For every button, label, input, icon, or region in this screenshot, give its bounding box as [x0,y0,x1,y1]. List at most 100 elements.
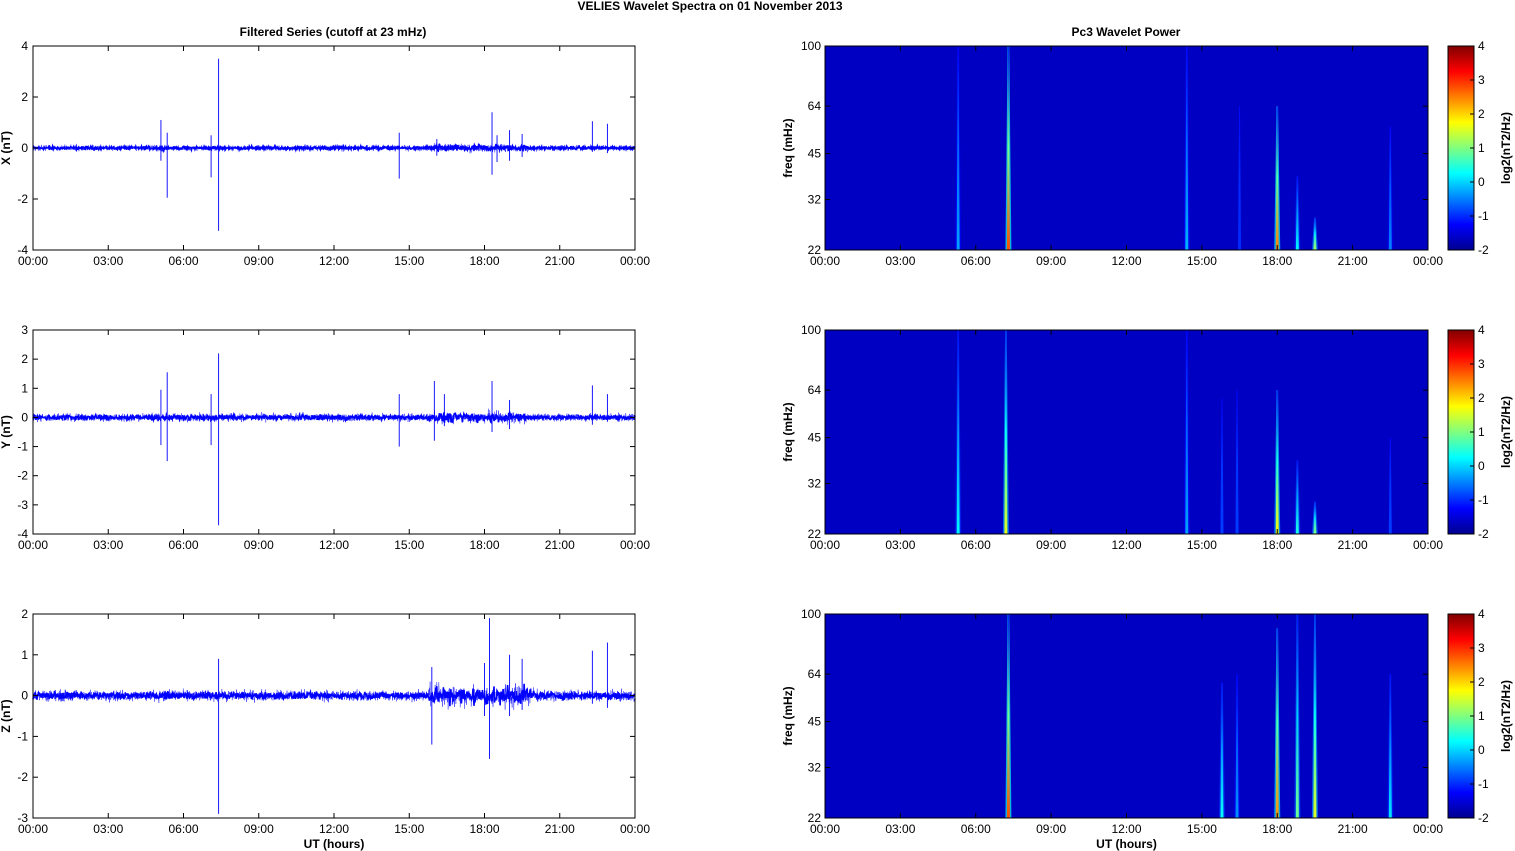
x-tick-label: 18:00 [1262,538,1292,552]
left-column-title: Filtered Series (cutoff at 23 mHz) [240,25,427,39]
x-tick-label: 15:00 [394,538,424,552]
x-tick-label: 18:00 [1262,254,1292,268]
wavelet-heatmap [824,45,1429,251]
power-event [1295,460,1299,534]
power-event [1388,437,1392,534]
colorbar-tick-label: -2 [1478,527,1489,541]
colorbar-tick-label: 3 [1478,73,1485,87]
y-axis-label: X (nT) [0,131,13,165]
x-tick-label: 00:00 [620,822,650,836]
colorbar-tick-label: -1 [1478,493,1489,507]
power-event [1235,390,1239,534]
y-tick-label: 32 [808,477,822,491]
wavelet-heatmap [824,613,1429,819]
y-tick-label: -4 [17,243,28,257]
heatmap-background [825,330,1428,534]
x-tick-label: 21:00 [545,822,575,836]
x-tick-label: 12:00 [1111,822,1141,836]
plots-container: 4 2 0 -2 -4 X (nT) 00:00 03:00 06:00 09:00 12:00 15… [0,39,1513,851]
power-event [1313,614,1317,818]
power-event [956,330,960,534]
x-tick-label: 00:00 [620,538,650,552]
x-tick-label: 03:00 [885,822,915,836]
colorbar-tick-label: 0 [1478,743,1485,757]
y-tick-label: 3 [21,323,28,337]
series-plot-Z [32,613,636,819]
x-tick-label: 00:00 [18,822,48,836]
y-tick-label: 0 [21,689,28,703]
colorbar-tick-label: 0 [1478,175,1485,189]
colorbar-tick-label: 4 [1478,323,1485,337]
x-axis-label: UT (hours) [304,837,365,851]
y-tick-label: -1 [17,440,28,454]
x-tick-label: 06:00 [961,822,991,836]
power-event [1295,614,1299,818]
power-event [1220,398,1224,534]
power-event [1313,217,1317,250]
x-tick-label: 00:00 [1413,822,1443,836]
y-tick-label: 64 [808,99,822,113]
colorbar-label: log2(nT2/Hz) [1499,396,1513,468]
colorbar-tick-label: 2 [1478,107,1485,121]
colorbar-tick-label: -1 [1478,777,1489,791]
y-tick-label: 2 [21,607,28,621]
x-tick-label: 15:00 [394,822,424,836]
y-tick-label: 100 [801,39,821,53]
x-tick-label: 12:00 [1111,538,1141,552]
colorbar-tick-label: 3 [1478,357,1485,371]
y-tick-label: 2 [21,352,28,366]
y-tick-label: 45 [808,431,822,445]
x-tick-label: 12:00 [1111,254,1141,268]
power-event [1006,46,1010,250]
x-tick-label: 18:00 [469,822,499,836]
wavelet-heatmap [824,329,1429,535]
colorbar-tick-label: -1 [1478,209,1489,223]
x-tick-label: 09:00 [1036,254,1066,268]
x-tick-label: 12:00 [319,254,349,268]
y-tick-label: -3 [17,498,28,512]
power-event [1185,330,1189,534]
power-event [1295,176,1299,250]
heatmap-background [825,46,1428,250]
y-tick-label: 100 [801,607,821,621]
y-tick-label: -3 [17,811,28,825]
y-tick-label: 32 [808,193,822,207]
figure-suptitle: VELIES Wavelet Spectra on 01 November 20… [577,0,842,13]
power-event [956,46,960,250]
y-tick-label: 4 [21,39,28,53]
colorbar [1447,613,1475,819]
x-tick-label: 00:00 [18,538,48,552]
x-tick-label: 15:00 [1187,254,1217,268]
y-tick-label: 45 [808,147,822,161]
y-tick-label: -1 [17,729,28,743]
y-tick-label: 22 [808,527,822,541]
power-event [1313,501,1317,534]
x-tick-label: 00:00 [810,538,840,552]
power-event [1220,682,1224,818]
x-tick-label: 18:00 [469,254,499,268]
x-tick-label: 18:00 [469,538,499,552]
x-tick-label: 12:00 [319,822,349,836]
y-tick-label: 22 [808,243,822,257]
x-tick-label: 00:00 [810,254,840,268]
y-tick-label: -4 [17,527,28,541]
x-tick-label: 21:00 [1338,822,1368,836]
series-noise [32,681,636,710]
colorbar-tick-label: 4 [1478,607,1485,621]
power-event [1388,674,1392,818]
y-tick-label: 32 [808,761,822,775]
x-tick-label: 09:00 [244,538,274,552]
series-noise [32,408,636,425]
x-tick-label: 21:00 [1338,538,1368,552]
x-tick-label: 06:00 [961,538,991,552]
x-tick-label: 03:00 [885,538,915,552]
series-noise [32,143,636,154]
y-tick-label: 64 [808,667,822,681]
y-axis-label: Z (nT) [0,699,13,732]
power-event [1004,330,1008,534]
x-tick-label: 15:00 [1187,538,1217,552]
colorbar-tick-label: 1 [1478,425,1485,439]
y-tick-label: -2 [17,192,28,206]
power-event [1388,126,1392,250]
